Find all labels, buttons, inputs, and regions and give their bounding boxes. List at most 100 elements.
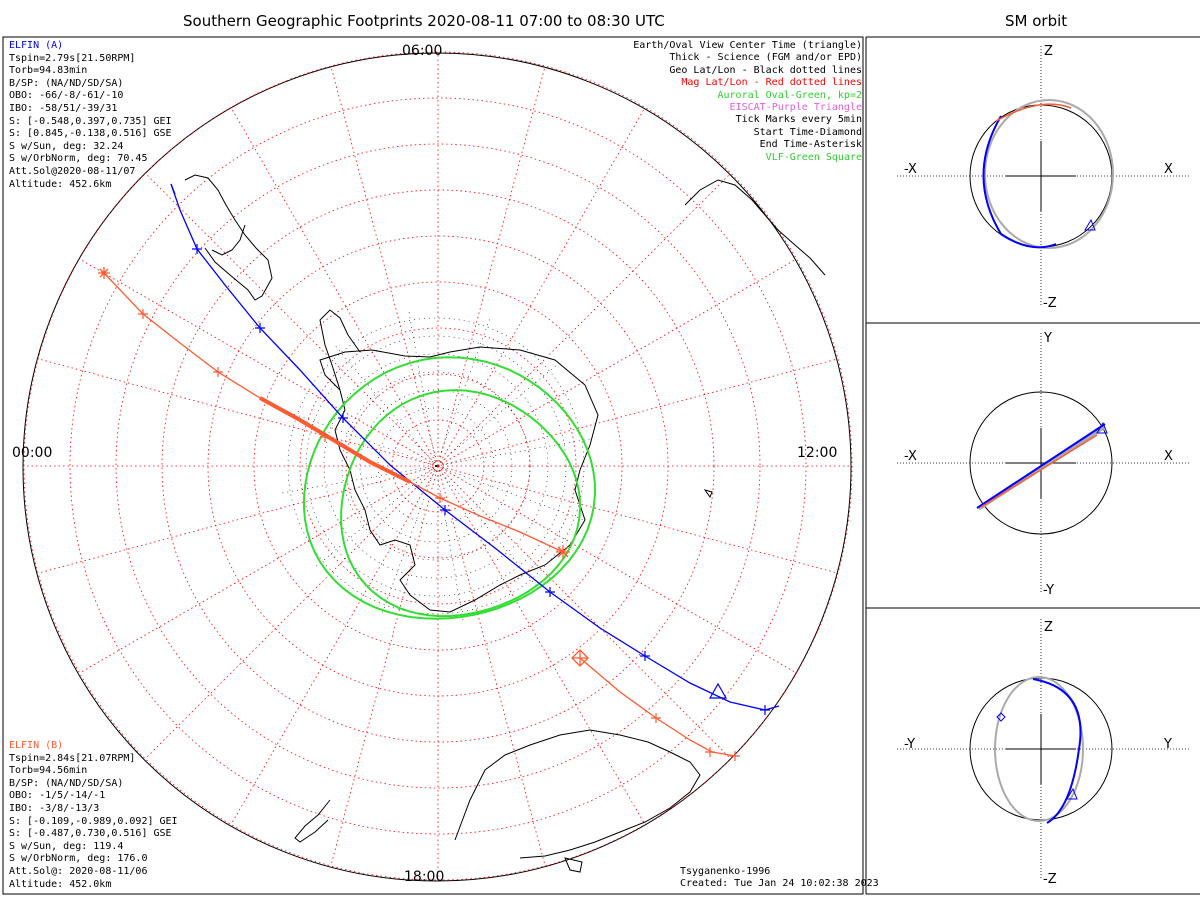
elfin-b-info-line: B/SP: (NA/ND/SD/SA) (9, 777, 124, 789)
elfin-b-end-asterisk-2 (98, 267, 110, 279)
mag-lon-spoke (38, 358, 439, 467)
mag-lon-spoke (437, 465, 797, 674)
clock-label-bottom: 18:00 (404, 869, 445, 885)
legend-item: Mag Lat/Lon - Red dotted lines (681, 77, 862, 89)
elfin-a-tick (545, 587, 555, 597)
elfin-b-tick (435, 493, 445, 503)
clock-label-top: 06:00 (402, 43, 443, 59)
legend-item: Tick Marks every 5min (735, 114, 862, 126)
mag-lon-spoke (437, 358, 838, 467)
mag-lon-spoke (38, 465, 439, 574)
mag-grid (23, 51, 853, 881)
elfin-b-info-line: S w/Sun, deg: 119.4 (9, 840, 124, 852)
mag-lon-spoke (437, 465, 546, 866)
orbit-view-triangle (1084, 218, 1096, 231)
mag-lat-circle (299, 327, 577, 605)
legend-item: EISCAT-Purple Triangle (729, 102, 862, 114)
panel3-bottom-label: -Z (1043, 872, 1057, 887)
elfin-b-info-line: S: [-0.109,-0.989,0.092] GEI (9, 815, 178, 827)
panel1-bottom-label: -Z (1043, 296, 1057, 311)
mag-lon-spoke (330, 66, 439, 467)
elfin-b-info-line: OBO: -1/5/-14/-1 (9, 790, 106, 802)
elfin-a-view-triangle (708, 682, 728, 699)
created-credit: Created: Tue Jan 24 10:02:38 2023 (680, 878, 879, 889)
panel2-bottom-label: -Y (1043, 583, 1055, 598)
model-credit: Tsyganenko-1996 (680, 866, 771, 877)
panel1-left-label: -X (904, 162, 917, 177)
mag-lat-circle (23, 51, 853, 881)
elfin-a-info-line: Att.Sol@2020-08-11/07 (9, 165, 136, 177)
elfin-a-start-mark (170, 183, 176, 195)
orbit-view-triangle (1066, 787, 1078, 800)
geo-lon-spoke (313, 465, 437, 569)
tasmania (564, 857, 583, 873)
island-1 (703, 489, 713, 499)
elfin-a-info-line: S w/Sun, deg: 32.24 (9, 140, 124, 152)
elfin-b-tick (213, 367, 223, 377)
africa-coast (684, 179, 826, 276)
geo-lon-spoke (435, 465, 464, 624)
elfin-a-info-line: Tspin=2.79s[21.50RPM] (9, 52, 136, 64)
orbit-gray-ellipse (994, 676, 1084, 822)
mag-lon-spoke (230, 465, 439, 825)
geo-lon-spoke (435, 363, 559, 467)
elfin-b-tick (730, 751, 740, 761)
legend-item: Start Time-Diamond (753, 126, 862, 138)
mag-lat-circle (115, 143, 761, 789)
mag-lon-spoke (437, 465, 838, 574)
elfin-a-tick (192, 244, 202, 254)
elfin-b-info-line: Altitude: 452.0km (9, 878, 112, 890)
elfin-b-science-segment (259, 396, 411, 484)
panel3-right-label: Y (1164, 737, 1172, 752)
geo-lat-circle (377, 407, 495, 525)
coastlines (184, 174, 826, 873)
elfin-a-info-line: Torb=94.83min (9, 65, 88, 77)
geo-lat-circle (359, 389, 513, 543)
elfin-b-ticks (138, 309, 740, 761)
mag-lon-spoke (144, 465, 439, 760)
geo-lon-spoke (435, 465, 539, 589)
geo-lon-spoke (278, 465, 437, 494)
elfin-b-tick (320, 432, 330, 442)
orbit-gray-ellipse (984, 99, 1114, 249)
panel1-right-label: X (1164, 162, 1173, 177)
geo-lat-circle (287, 317, 585, 615)
elfin-a-info-line: S: [0.845,-0.138,0.516] GSE (9, 128, 172, 140)
mag-lon-spoke (437, 465, 732, 760)
elfin-b-tick (138, 309, 148, 319)
geo-lon-spoke (408, 308, 437, 467)
geo-lat-circle (305, 335, 567, 597)
clock-label-left: 00:00 (12, 445, 53, 461)
panel3-top-label: Z (1044, 620, 1053, 635)
mag-lon-spoke (79, 258, 439, 467)
orbit-view-triangle (1096, 421, 1108, 434)
orbit-panel-3 (897, 619, 1190, 879)
elfin-a-tick (338, 413, 348, 423)
elfin-b-info-line: IBO: -3/8/-13/3 (9, 802, 100, 814)
elfin-b-info: ELFIN (B) Tspin=2.84s[21.07RPM] Torb=94.56… (9, 740, 178, 891)
mag-lon-spoke (437, 465, 646, 825)
elfin-b-info-line: Torb=94.56min (9, 765, 88, 777)
orbit-elfin-a (976, 423, 1106, 509)
panel2-top-label: Y (1044, 331, 1052, 346)
mag-lon-spoke (437, 107, 646, 467)
elfin-a-tick (440, 505, 450, 515)
main-title: Southern Geographic Footprints 2020-08-1… (183, 12, 665, 30)
australia-coast (454, 729, 701, 859)
mag-lon-spoke (144, 172, 439, 467)
sm-orbit-panels (897, 46, 1190, 879)
geo-lon-spoke (435, 465, 587, 522)
geo-lat-circle (323, 353, 549, 579)
elfin-b-end-asterisk (556, 545, 570, 559)
legend-item: Thick - Science (FGM and/or EPD) (669, 52, 862, 64)
mag-lon-spoke (437, 258, 797, 467)
geo-lat-circle (341, 371, 531, 561)
polar-map (22, 51, 853, 882)
panel2-right-label: X (1164, 449, 1173, 464)
orbit-panel-2 (897, 333, 1190, 593)
orbit-elfin-a (1032, 678, 1082, 824)
elfin-a-tick (255, 323, 265, 333)
elfin-a-ticks (192, 244, 770, 715)
mag-lon-spoke (330, 465, 439, 866)
